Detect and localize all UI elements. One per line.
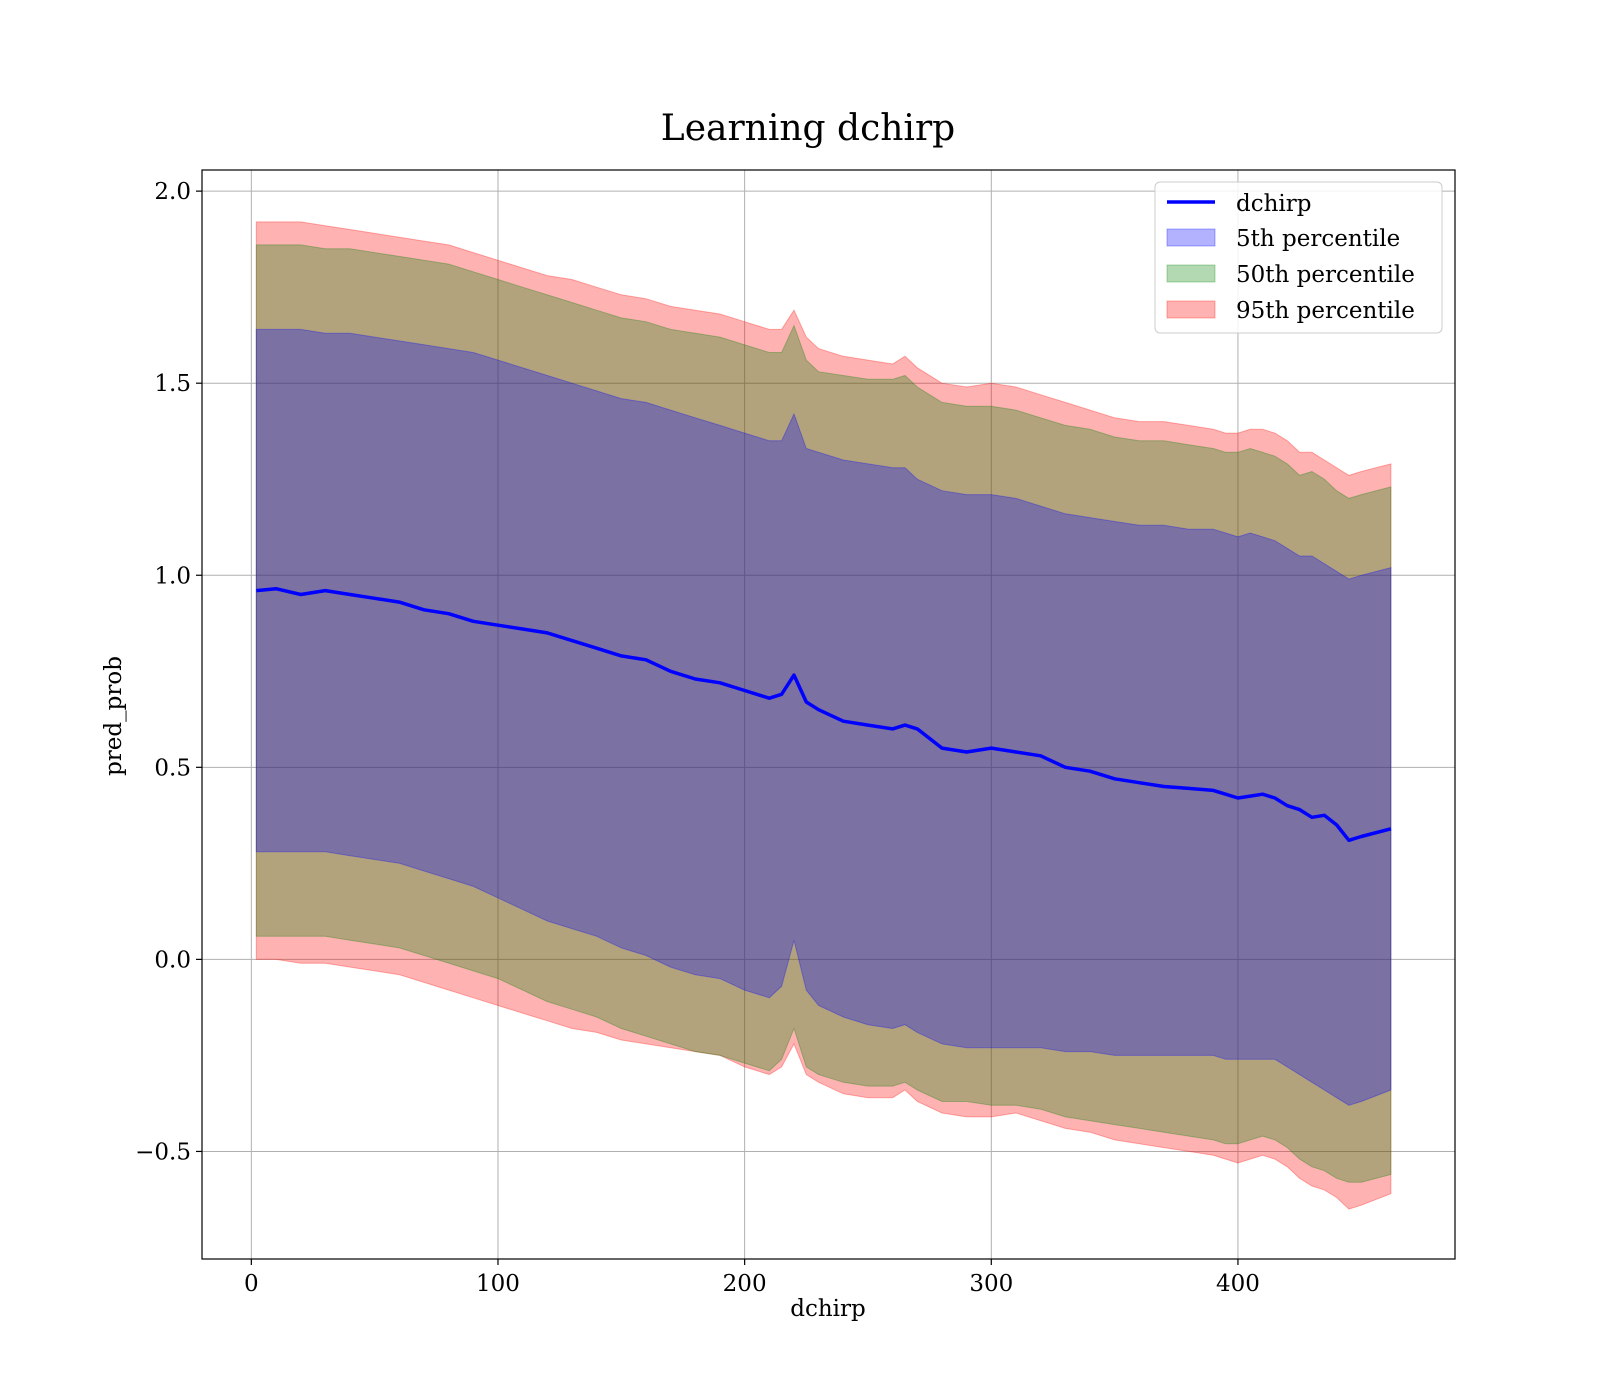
legend: dchirp 5th percentile 50th percentile 95… xyxy=(1154,181,1443,334)
x-axis-label: dchirp xyxy=(790,1296,866,1322)
x-tick-label: 400 xyxy=(1216,1271,1260,1297)
band-5th-percentile xyxy=(255,328,1392,1106)
x-axis-ticks: 0 100 200 300 400 xyxy=(244,1259,1260,1297)
x-tick-label: 0 xyxy=(244,1271,259,1297)
plot-frame xyxy=(201,169,1456,1260)
legend-swatch-p50 xyxy=(1166,264,1216,283)
y-tick-label: 0.0 xyxy=(154,947,191,973)
y-tick-label: 2.0 xyxy=(154,179,191,205)
percentile-bands xyxy=(255,221,1392,1210)
series-lines xyxy=(256,586,1392,843)
legend-label-line: dchirp xyxy=(1236,191,1312,217)
band-95th-percentile xyxy=(255,221,1392,1210)
legend-box xyxy=(1154,181,1443,334)
legend-swatch-p5 xyxy=(1166,228,1216,247)
y-tick-label: 0.5 xyxy=(154,755,191,781)
y-tick-label: −0.5 xyxy=(135,1139,191,1165)
x-tick-label: 100 xyxy=(476,1271,520,1297)
series-line-dchirp xyxy=(256,586,1392,843)
legend-label-p50: 50th percentile xyxy=(1236,262,1415,288)
legend-label-p95: 95th percentile xyxy=(1236,298,1415,324)
y-axis-label: pred_prob xyxy=(101,656,127,776)
legend-label-p5: 5th percentile xyxy=(1236,226,1400,252)
legend-swatch-p95 xyxy=(1166,300,1216,319)
y-axis-ticks: −0.5 0.0 0.5 1.0 1.5 2.0 xyxy=(135,179,202,1165)
y-tick-label: 1.0 xyxy=(154,563,191,589)
gridlines xyxy=(202,170,1455,1259)
x-tick-label: 200 xyxy=(723,1271,767,1297)
x-tick-label: 300 xyxy=(969,1271,1013,1297)
chart-title: Learning dchirp xyxy=(661,108,955,149)
y-tick-label: 1.5 xyxy=(154,371,191,397)
